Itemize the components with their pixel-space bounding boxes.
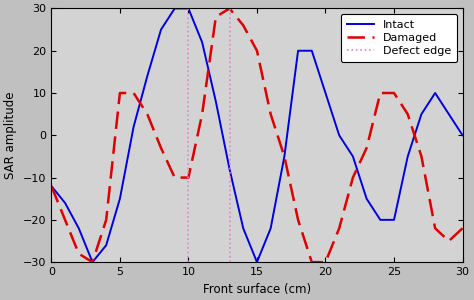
Damaged — [117, 91, 123, 95]
Damaged — [62, 218, 68, 222]
Damaged — [350, 176, 356, 179]
Damaged — [309, 260, 315, 264]
Intact — [405, 154, 410, 158]
Intact — [240, 226, 246, 230]
Damaged — [460, 226, 465, 230]
Intact — [227, 167, 232, 171]
Damaged — [295, 218, 301, 222]
Legend: Intact, Damaged, Defect edge: Intact, Damaged, Defect edge — [341, 14, 457, 62]
Damaged — [337, 226, 342, 230]
Intact — [186, 7, 191, 10]
Intact — [268, 226, 273, 230]
Damaged — [432, 226, 438, 230]
Damaged — [48, 184, 54, 188]
Damaged — [446, 239, 452, 243]
Intact — [117, 197, 123, 200]
Intact — [432, 91, 438, 95]
Damaged — [240, 24, 246, 27]
Line: Intact: Intact — [51, 8, 463, 262]
Intact — [364, 197, 369, 200]
Intact — [254, 260, 260, 264]
Damaged — [419, 154, 424, 158]
Damaged — [90, 260, 95, 264]
Damaged — [405, 112, 410, 116]
Intact — [377, 218, 383, 222]
Intact — [282, 154, 287, 158]
Intact — [62, 201, 68, 205]
Intact — [323, 91, 328, 95]
Intact — [337, 134, 342, 137]
Damaged — [131, 91, 137, 95]
Intact — [213, 100, 219, 103]
Intact — [419, 112, 424, 116]
Intact — [131, 125, 137, 129]
Intact — [309, 49, 315, 52]
Damaged — [76, 252, 82, 256]
Damaged — [158, 146, 164, 150]
Intact — [76, 226, 82, 230]
Intact — [103, 243, 109, 247]
Line: Damaged: Damaged — [51, 8, 463, 262]
Intact — [145, 74, 150, 78]
Damaged — [377, 91, 383, 95]
Intact — [48, 184, 54, 188]
Damaged — [364, 146, 369, 150]
Damaged — [323, 260, 328, 264]
Intact — [391, 218, 397, 222]
Damaged — [391, 91, 397, 95]
Damaged — [103, 218, 109, 222]
Intact — [90, 260, 95, 264]
Intact — [446, 112, 452, 116]
Intact — [350, 154, 356, 158]
Defect edge — [186, 129, 191, 133]
Intact — [199, 40, 205, 44]
Damaged — [145, 112, 150, 116]
Damaged — [254, 49, 260, 52]
Damaged — [268, 112, 273, 116]
Damaged — [172, 176, 178, 179]
Intact — [172, 7, 178, 10]
X-axis label: Front surface (cm): Front surface (cm) — [203, 283, 311, 296]
Intact — [460, 134, 465, 137]
Defect edge — [186, 134, 191, 137]
Damaged — [186, 176, 191, 179]
Damaged — [227, 7, 232, 10]
Y-axis label: SAR amplitude: SAR amplitude — [4, 92, 18, 179]
Damaged — [282, 154, 287, 158]
Intact — [295, 49, 301, 52]
Damaged — [199, 112, 205, 116]
Damaged — [213, 15, 219, 19]
Intact — [158, 28, 164, 31]
